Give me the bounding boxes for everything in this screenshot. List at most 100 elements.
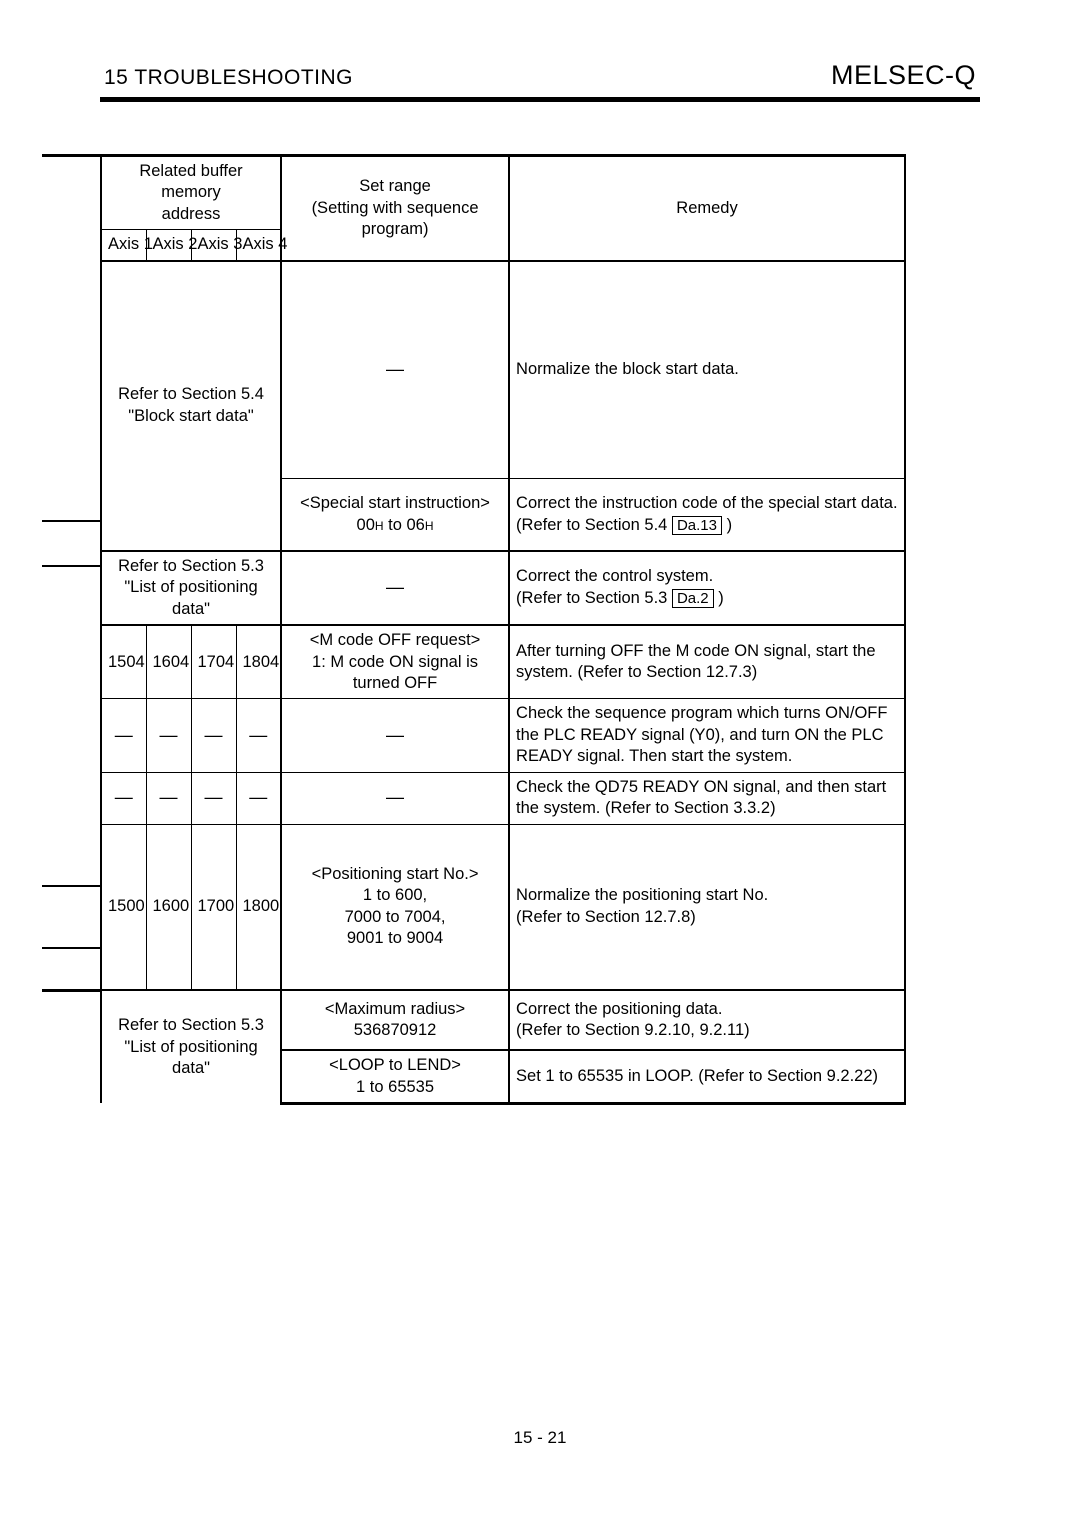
setrange-posno-l3: 7000 to 7004,	[345, 908, 446, 926]
remedy-maxrad-l1: Correct the positioning data.	[516, 1000, 722, 1018]
buffer-ref-text: Refer to Section 5.4 "Block start data"	[118, 385, 264, 424]
dash-icon: —	[160, 725, 178, 745]
ref-box-da2: Da.2	[672, 589, 714, 608]
axis4-qd75: —	[236, 772, 281, 824]
left-tab-rule	[42, 947, 100, 949]
axis2-plcready: —	[146, 699, 191, 772]
axis1-posno: 1500	[101, 824, 146, 990]
setrange-loop-l2: 1 to 65535	[356, 1078, 434, 1096]
axis2-posno: 1600	[146, 824, 191, 990]
dash-icon: —	[386, 577, 404, 597]
left-tab-rule	[42, 989, 100, 992]
left-tab-rule	[42, 154, 100, 157]
setrange-mcode: <M code OFF request> 1: M code ON signal…	[281, 625, 509, 699]
setrange-posno-l4: 9001 to 9004	[347, 929, 443, 947]
dash-icon: —	[386, 359, 404, 379]
col-header-remedy: Remedy	[509, 156, 905, 261]
left-tab-rule	[42, 520, 100, 522]
setrange-posno: <Positioning start No.> 1 to 600, 7000 t…	[281, 824, 509, 990]
chapter-title: 15 TROUBLESHOOTING	[104, 66, 353, 90]
col-header-setrange-text: Set range (Setting with sequence program…	[312, 177, 479, 238]
left-tab-rule	[42, 885, 100, 887]
col-header-setrange: Set range (Setting with sequence program…	[281, 156, 509, 261]
setrange-special-l2b: to 06	[384, 516, 425, 534]
troubleshooting-table: Related buffer memory address Set range …	[100, 154, 906, 1105]
setrange-special-l1: <Special start instruction>	[300, 494, 490, 512]
col-header-axis3: Axis 3	[191, 230, 236, 261]
remedy-posno: Normalize the positioning start No. (Ref…	[509, 824, 905, 990]
setrange-blockstart: —	[281, 261, 509, 479]
remedy-special-l1: Correct the instruction code of the spec…	[516, 494, 898, 512]
col-header-axis4: Axis 4	[236, 230, 281, 261]
axis2-qd75: —	[146, 772, 191, 824]
setrange-maxrad-l1: <Maximum radius>	[325, 1000, 465, 1018]
dash-icon: —	[386, 725, 404, 745]
axis3-mcode: 1704	[191, 625, 236, 699]
remedy-control-l1: Correct the control system.	[516, 567, 713, 585]
remedy-loop: Set 1 to 65535 in LOOP. (Refer to Sectio…	[509, 1050, 905, 1103]
subscript-h: H	[375, 519, 384, 533]
setrange-loop: <LOOP to LEND> 1 to 65535	[281, 1050, 509, 1103]
setrange-maxrad-l2: 536870912	[354, 1021, 437, 1039]
ref-box-da13: Da.13	[672, 516, 722, 535]
axis3-posno: 1700	[191, 824, 236, 990]
buffer-ref-block-start: Refer to Section 5.4 "Block start data"	[101, 261, 281, 551]
remedy-control-l2a: (Refer to Section 5.3	[516, 589, 672, 607]
dash-icon: —	[205, 725, 223, 745]
buffer-ref-list-pos-2: Refer to Section 5.3 "List of positionin…	[101, 990, 281, 1103]
remedy-control-l2b: )	[714, 589, 724, 607]
setrange-mcode-l1: <M code OFF request>	[310, 631, 481, 649]
col-header-axis2: Axis 2	[146, 230, 191, 261]
axis4-posno: 1800	[236, 824, 281, 990]
col-header-buffer-text: Related buffer memory address	[139, 162, 242, 223]
remedy-mcode: After turning OFF the M code ON signal, …	[509, 625, 905, 699]
remedy-special: Correct the instruction code of the spec…	[509, 479, 905, 551]
dash-icon: —	[160, 787, 178, 807]
setrange-posno-l1: <Positioning start No.>	[312, 865, 479, 883]
buffer-ref-text: Refer to Section 5.3 "List of positionin…	[118, 1016, 264, 1077]
dash-icon: —	[205, 787, 223, 807]
remedy-special-l2a: (Refer to Section 5.4	[516, 516, 672, 534]
remedy-qd75: Check the QD75 READY ON signal, and then…	[509, 772, 905, 824]
setrange-special: <Special start instruction> 00H to 06H	[281, 479, 509, 551]
axis1-qd75: —	[101, 772, 146, 824]
axis4-mcode: 1804	[236, 625, 281, 699]
setrange-loop-l1: <LOOP to LEND>	[329, 1056, 461, 1074]
axis3-plcready: —	[191, 699, 236, 772]
axis4-plcready: —	[236, 699, 281, 772]
dash-icon: —	[115, 787, 133, 807]
setrange-special-l2a: 00	[357, 516, 375, 534]
remedy-posno-l2: (Refer to Section 12.7.8)	[516, 908, 696, 926]
axis2-mcode: 1604	[146, 625, 191, 699]
remedy-maxrad: Correct the positioning data. (Refer to …	[509, 990, 905, 1050]
subscript-h: H	[425, 519, 434, 533]
axis3-qd75: —	[191, 772, 236, 824]
remedy-blockstart: Normalize the block start data.	[509, 261, 905, 479]
dash-icon: —	[249, 787, 267, 807]
header-rule	[100, 97, 980, 102]
axis1-plcready: —	[101, 699, 146, 772]
setrange-plcready: —	[281, 699, 509, 772]
dash-icon: —	[249, 725, 267, 745]
page-number: 15 - 21	[0, 1428, 1080, 1448]
col-header-buffer: Related buffer memory address	[101, 156, 281, 230]
remedy-posno-l1: Normalize the positioning start No.	[516, 886, 768, 904]
remedy-plcready: Check the sequence program which turns O…	[509, 699, 905, 772]
remedy-maxrad-l2: (Refer to Section 9.2.10, 9.2.11)	[516, 1021, 750, 1039]
dash-icon: —	[386, 787, 404, 807]
left-tab-rule	[42, 565, 100, 567]
setrange-posno-l2: 1 to 600,	[363, 886, 427, 904]
col-header-axis1: Axis 1	[101, 230, 146, 261]
buffer-ref-list-pos: Refer to Section 5.3 "List of positionin…	[101, 551, 281, 625]
remedy-control: Correct the control system. (Refer to Se…	[509, 551, 905, 625]
setrange-maxrad: <Maximum radius> 536870912	[281, 990, 509, 1050]
buffer-ref-text: Refer to Section 5.3 "List of positionin…	[118, 557, 264, 618]
setrange-mcode-l2: 1: M code ON signal is turned OFF	[312, 653, 478, 692]
dash-icon: —	[115, 725, 133, 745]
setrange-qd75: —	[281, 772, 509, 824]
remedy-special-l2b: )	[722, 516, 732, 534]
setrange-control: —	[281, 551, 509, 625]
brand-name: MELSEC-Q	[831, 60, 976, 91]
axis1-mcode: 1504	[101, 625, 146, 699]
troubleshooting-table-wrap: Related buffer memory address Set range …	[100, 154, 980, 1105]
